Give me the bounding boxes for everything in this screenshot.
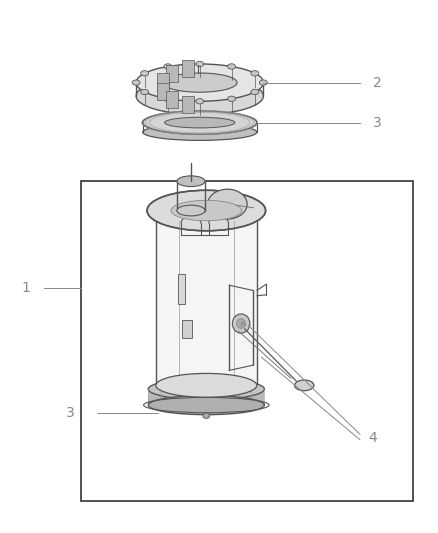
Ellipse shape [148,395,264,415]
Ellipse shape [132,80,140,85]
Bar [81,181,412,501]
Ellipse shape [164,117,234,128]
Ellipse shape [294,380,313,391]
Ellipse shape [140,89,148,95]
Ellipse shape [251,90,258,95]
Ellipse shape [147,190,265,231]
Ellipse shape [195,99,203,104]
Text: 2: 2 [372,76,381,90]
Ellipse shape [148,378,264,400]
Ellipse shape [177,205,205,216]
Text: 3: 3 [372,116,381,130]
Text: 1: 1 [22,281,31,295]
Bar [181,96,194,113]
Ellipse shape [251,70,258,76]
Ellipse shape [164,96,171,101]
Ellipse shape [142,124,256,140]
Ellipse shape [232,314,249,333]
Ellipse shape [136,64,263,101]
Ellipse shape [170,200,241,221]
Ellipse shape [162,73,237,92]
Ellipse shape [195,61,203,67]
Ellipse shape [236,319,245,328]
Ellipse shape [227,64,235,69]
Bar [181,60,194,77]
Ellipse shape [177,176,205,187]
Text: 3: 3 [66,406,74,420]
Bar [177,274,184,304]
Text: 4: 4 [368,431,377,445]
Bar [182,320,191,338]
Ellipse shape [164,64,172,69]
Bar [156,74,169,91]
Bar [156,83,169,100]
Ellipse shape [227,96,235,101]
Ellipse shape [202,413,209,418]
Ellipse shape [136,77,263,115]
Ellipse shape [140,70,148,76]
Bar [155,221,256,385]
Bar [148,389,264,405]
Ellipse shape [259,80,267,85]
Ellipse shape [207,189,247,219]
Bar [166,66,178,83]
Bar [166,91,178,108]
Ellipse shape [142,111,256,134]
Ellipse shape [155,374,256,397]
